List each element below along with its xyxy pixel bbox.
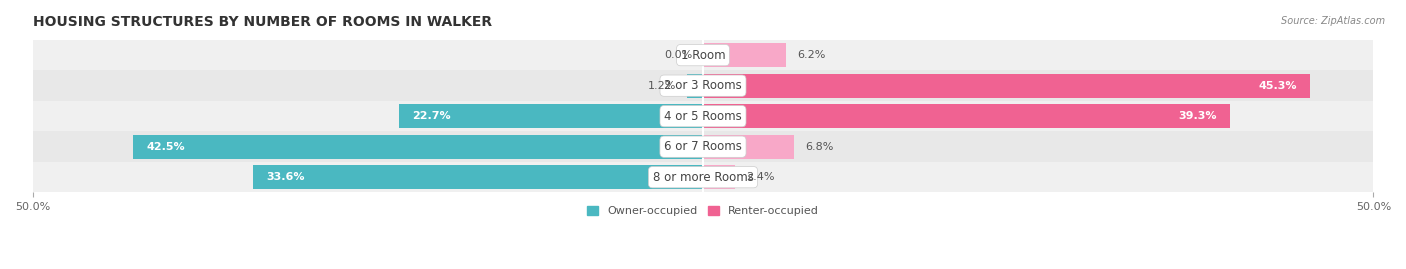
Text: 1.2%: 1.2% <box>648 81 676 91</box>
Text: 6 or 7 Rooms: 6 or 7 Rooms <box>664 140 742 153</box>
Bar <box>134 135 703 159</box>
Text: 0.0%: 0.0% <box>664 50 692 60</box>
Bar <box>32 162 1374 192</box>
Text: 4 or 5 Rooms: 4 or 5 Rooms <box>664 110 742 123</box>
Bar <box>32 132 1374 162</box>
Legend: Owner-occupied, Renter-occupied: Owner-occupied, Renter-occupied <box>582 201 824 221</box>
Text: 8 or more Rooms: 8 or more Rooms <box>652 171 754 184</box>
Bar <box>253 165 703 189</box>
Text: Source: ZipAtlas.com: Source: ZipAtlas.com <box>1281 16 1385 26</box>
Text: 1 Room: 1 Room <box>681 49 725 62</box>
Text: 22.7%: 22.7% <box>412 111 451 121</box>
Bar <box>32 101 1374 132</box>
Bar <box>703 135 794 159</box>
Bar <box>32 40 1374 70</box>
Bar <box>32 70 1374 101</box>
Bar <box>688 74 703 98</box>
Bar <box>703 43 786 67</box>
Bar <box>703 74 1310 98</box>
Text: 2.4%: 2.4% <box>747 172 775 182</box>
Text: 45.3%: 45.3% <box>1258 81 1296 91</box>
Text: 6.2%: 6.2% <box>797 50 825 60</box>
Bar <box>703 104 1230 128</box>
Text: HOUSING STRUCTURES BY NUMBER OF ROOMS IN WALKER: HOUSING STRUCTURES BY NUMBER OF ROOMS IN… <box>32 15 492 29</box>
Text: 2 or 3 Rooms: 2 or 3 Rooms <box>664 79 742 92</box>
Text: 6.8%: 6.8% <box>804 142 834 152</box>
Text: 42.5%: 42.5% <box>146 142 186 152</box>
Bar <box>703 165 735 189</box>
Text: 39.3%: 39.3% <box>1178 111 1216 121</box>
Bar <box>399 104 703 128</box>
Text: 33.6%: 33.6% <box>266 172 305 182</box>
